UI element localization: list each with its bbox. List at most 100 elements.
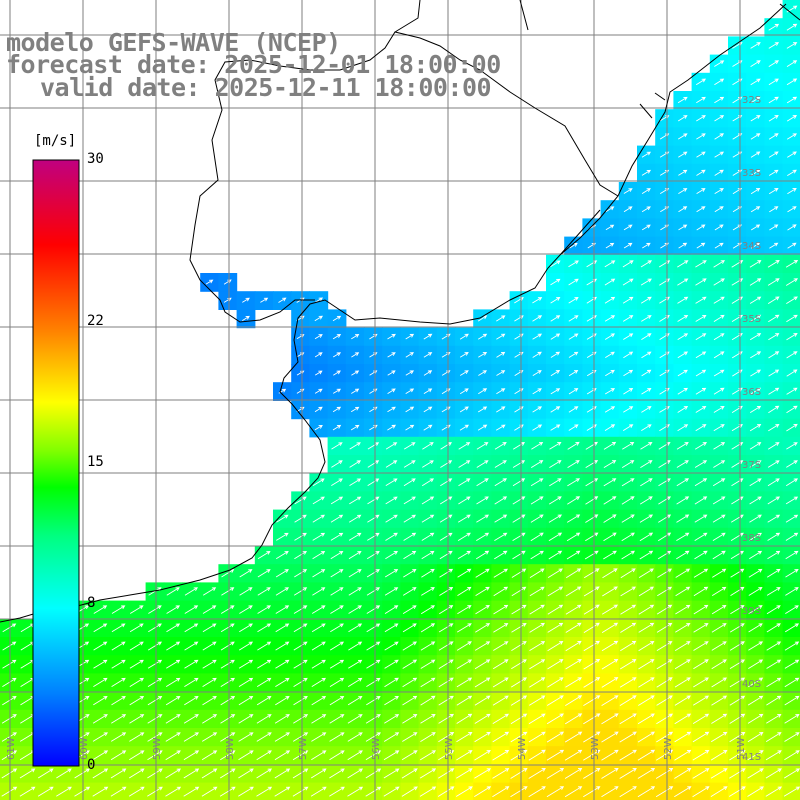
wind-arrow: [349, 442, 361, 450]
wind-arrow: [202, 623, 217, 633]
wind-arrow: [220, 732, 236, 742]
wind-arrow: [785, 260, 799, 268]
wind-arrow: [713, 296, 725, 304]
wind-arrow: [332, 388, 341, 394]
wind-arrow: [110, 732, 127, 742]
wind-arrow: [714, 96, 725, 104]
wind-arrow: [638, 568, 654, 578]
wind-arrow: [494, 496, 508, 505]
wind-arrow: [605, 369, 615, 377]
wind-arrow: [347, 786, 364, 797]
wind-arrow: [656, 731, 674, 743]
wind-arrow: [568, 406, 579, 413]
wind-arrow: [784, 677, 800, 688]
wind-arrow: [786, 369, 798, 377]
wind-arrow: [564, 786, 583, 798]
wind-arrow: [695, 260, 707, 268]
wind-arrow: [385, 514, 398, 523]
wind-arrow: [405, 424, 415, 431]
wind-arrow: [768, 188, 779, 195]
wind-arrow: [457, 586, 472, 596]
wind-arrow: [420, 623, 436, 633]
wind-arrow: [620, 568, 636, 579]
wind-arrow: [494, 532, 508, 541]
wind-arrow: [476, 514, 489, 523]
wind-arrow: [440, 442, 452, 450]
wind-arrow: [729, 768, 746, 779]
wind-arrow: [694, 550, 708, 560]
wind-arrow: [477, 333, 488, 340]
wind-arrow: [293, 623, 308, 633]
wind-arrow: [532, 333, 543, 340]
wind-arrow: [348, 532, 362, 541]
wind-arrow: [568, 424, 579, 431]
wind-arrow: [311, 605, 326, 614]
wind-arrow: [129, 714, 145, 724]
wind-arrow: [510, 768, 528, 779]
wind-arrow: [311, 696, 327, 706]
wind-arrow: [367, 478, 380, 486]
wind-arrow: [420, 641, 436, 651]
wind-arrow: [749, 460, 762, 468]
wind-arrow: [768, 78, 779, 86]
wind-arrow: [585, 496, 599, 505]
wind-arrow: [510, 677, 527, 688]
wind-arrow: [529, 604, 545, 615]
wind-arrow: [768, 151, 779, 158]
wind-arrow: [713, 442, 726, 450]
wind-arrow: [642, 242, 651, 249]
wind-arrow: [438, 677, 454, 688]
wind-arrow: [766, 659, 782, 669]
wind-arrow: [128, 768, 145, 779]
wind-arrow: [275, 587, 289, 596]
wind-arrow: [621, 478, 635, 487]
wind-arrow: [275, 605, 290, 614]
wind-arrow: [239, 605, 253, 614]
wind-arrow: [383, 786, 400, 797]
wind-arrow: [766, 714, 782, 724]
wind-arrow: [293, 605, 308, 614]
wind-arrow: [693, 568, 709, 578]
wind-arrow: [694, 514, 708, 523]
wind-arrow: [348, 641, 363, 651]
wind-arrow: [692, 713, 710, 724]
wind-arrow: [677, 406, 689, 413]
wind-arrow: [749, 442, 762, 450]
wind-arrow: [604, 424, 616, 431]
wind-arrow: [714, 242, 724, 249]
wind-arrow: [786, 96, 798, 104]
wind-arrow: [93, 605, 108, 614]
longitude-label: 51W: [736, 737, 747, 760]
wind-arrow: [641, 151, 651, 158]
wind-arrow: [147, 732, 163, 742]
wind-arrow: [2, 677, 17, 687]
wind-arrow: [529, 622, 546, 633]
wind-arrow: [347, 696, 363, 706]
wind-arrow: [767, 478, 780, 487]
wind-arrow: [696, 115, 706, 122]
wind-arrow: [278, 297, 287, 303]
wind-arrow: [695, 369, 707, 377]
wind-arrow: [129, 696, 145, 706]
wind-arrow: [1, 732, 18, 742]
wind-vector-field: [1, 5, 800, 798]
wind-arrow: [655, 749, 674, 761]
wind-arrow: [657, 586, 673, 597]
wind-arrow: [623, 224, 633, 231]
wind-arrow: [730, 586, 745, 596]
wind-arrow: [423, 333, 433, 340]
wind-arrow: [768, 333, 780, 341]
wind-arrow: [129, 750, 145, 761]
wind-arrow: [184, 641, 199, 651]
wind-arrow: [729, 623, 745, 633]
wind-arrow: [711, 695, 728, 706]
wind-arrow: [2, 696, 17, 706]
wind-arrow: [785, 587, 799, 596]
wind-arrow: [459, 333, 469, 340]
wind-arrow: [422, 442, 434, 450]
wind-arrow: [238, 786, 254, 797]
wind-arrow: [603, 478, 617, 487]
wind-arrow: [2, 641, 17, 651]
wind-arrow: [294, 551, 307, 560]
wind-arrow: [275, 641, 290, 651]
